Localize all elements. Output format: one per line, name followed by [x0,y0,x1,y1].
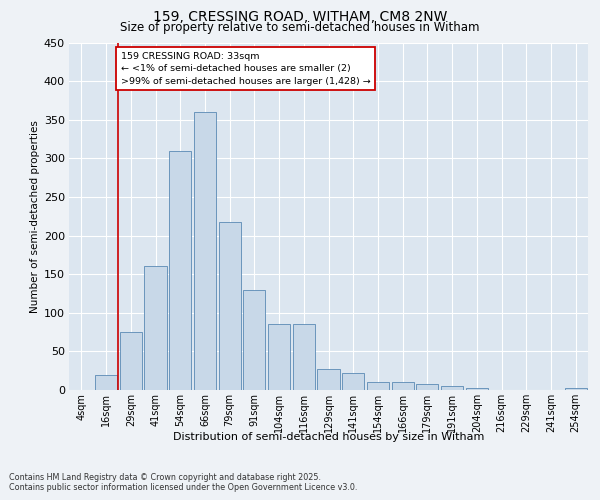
Bar [441,386,463,390]
Bar [145,266,167,390]
Text: Contains HM Land Registry data © Crown copyright and database right 2025.: Contains HM Land Registry data © Crown c… [9,472,321,482]
Bar [293,324,315,390]
Bar [119,332,142,390]
Bar [466,388,488,390]
Bar [243,290,265,390]
Text: 159 CRESSING ROAD: 33sqm
← <1% of semi-detached houses are smaller (2)
>99% of s: 159 CRESSING ROAD: 33sqm ← <1% of semi-d… [121,52,371,86]
Bar [367,382,389,390]
Bar [194,112,216,390]
Bar [268,324,290,390]
Bar [218,222,241,390]
Text: Size of property relative to semi-detached houses in Witham: Size of property relative to semi-detach… [120,22,480,35]
Bar [416,384,439,390]
Bar [392,382,414,390]
Bar [317,369,340,390]
Text: Contains public sector information licensed under the Open Government Licence v3: Contains public sector information licen… [9,484,358,492]
Text: 159, CRESSING ROAD, WITHAM, CM8 2NW: 159, CRESSING ROAD, WITHAM, CM8 2NW [153,10,447,24]
Bar [342,373,364,390]
Bar [95,374,117,390]
Bar [565,388,587,390]
Y-axis label: Number of semi-detached properties: Number of semi-detached properties [29,120,40,312]
Bar [169,150,191,390]
Text: Distribution of semi-detached houses by size in Witham: Distribution of semi-detached houses by … [173,432,484,442]
